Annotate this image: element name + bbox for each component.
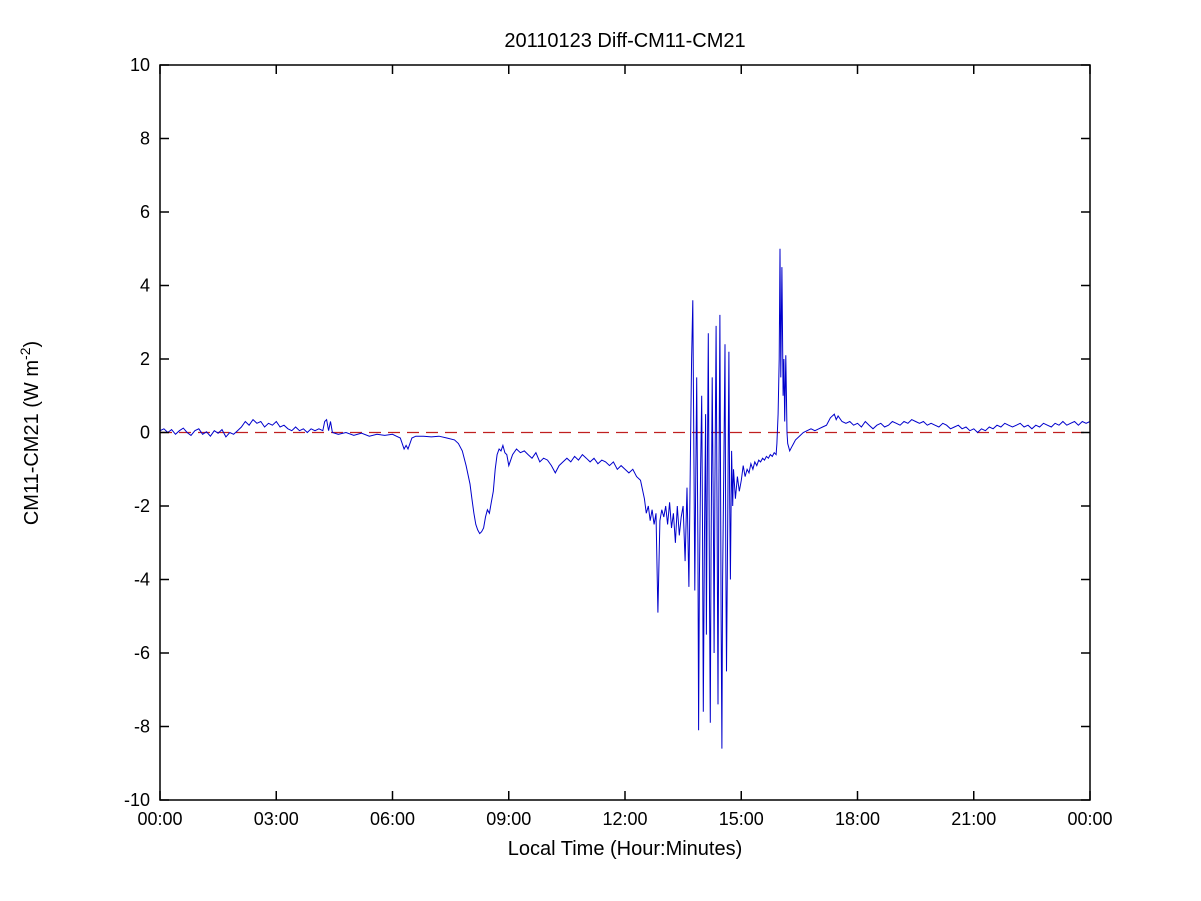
x-tick-label: 18:00 — [835, 809, 880, 829]
y-tick-label: 10 — [130, 55, 150, 75]
x-axis-label: Local Time (Hour:Minutes) — [507, 838, 743, 860]
y-tick-label: -8 — [134, 717, 150, 737]
y-axis-label-close: ) — [21, 341, 43, 348]
x-tick-label: 00:00 — [137, 809, 182, 829]
y-tick-label: -4 — [134, 570, 150, 590]
x-tick-label: 00:00 — [1067, 809, 1112, 829]
y-tick-label: 2 — [140, 349, 150, 369]
y-tick-label: -6 — [134, 643, 150, 663]
y-tick-label: -10 — [124, 790, 150, 810]
x-tick-label: 15:00 — [719, 809, 764, 829]
y-axis-label: CM11-CM21 (W m-2) — [17, 341, 43, 525]
y-axis-label-exponent: -2 — [17, 347, 33, 360]
x-tick-label: 21:00 — [951, 809, 996, 829]
y-tick-label: 8 — [140, 129, 150, 149]
x-tick-label: 06:00 — [370, 809, 415, 829]
x-tick-label: 09:00 — [486, 809, 531, 829]
series-line — [159, 248, 1091, 749]
x-tick-label: 12:00 — [602, 809, 647, 829]
y-tick-label: 0 — [140, 423, 150, 443]
y-tick-label: -2 — [134, 496, 150, 516]
y-axis-label-main: CM11-CM21 (W m — [21, 360, 43, 525]
chart-title: 20110123 Diff-CM11-CM21 — [504, 30, 746, 52]
y-tick-label: 4 — [140, 276, 150, 296]
x-tick-label: 03:00 — [254, 809, 299, 829]
y-tick-label: 6 — [140, 202, 150, 222]
